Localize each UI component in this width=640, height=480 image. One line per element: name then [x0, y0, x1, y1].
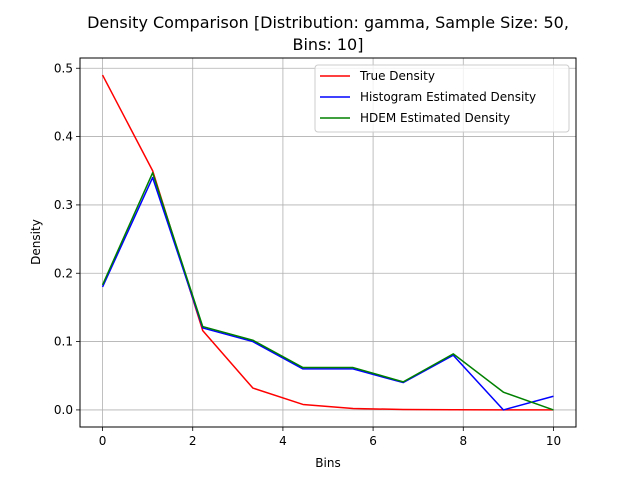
x-tick-label: 10	[546, 434, 561, 448]
legend-label-true-density: True Density	[359, 69, 435, 83]
y-axis-label: Density	[29, 219, 43, 265]
x-tick-label: 2	[189, 434, 197, 448]
x-axis-label: Bins	[315, 456, 340, 470]
chart-title-line2: Bins: 10]	[293, 35, 364, 54]
y-tick-label: 0.4	[54, 130, 73, 144]
y-tick-label: 0.2	[54, 266, 73, 280]
legend-label-hdem-estimated-density: HDEM Estimated Density	[360, 111, 510, 125]
y-tick-label: 0.3	[54, 198, 73, 212]
y-tick-label: 0.5	[54, 61, 73, 75]
x-tick-label: 6	[369, 434, 377, 448]
y-axis-ticks: 0.0 0.1 0.2 0.3 0.4 0.5	[54, 61, 80, 417]
series-lines	[101, 74, 554, 411]
x-axis-ticks: 0 2 4 6 8 10	[99, 427, 561, 448]
y-tick-label: 0.0	[54, 403, 73, 417]
legend-label-histogram-estimated-density: Histogram Estimated Density	[360, 90, 536, 104]
chart-title-line1: Density Comparison [Distribution: gamma,…	[87, 13, 569, 32]
plot-frame	[79, 57, 577, 428]
series-line-hdem-estimated-density	[101, 172, 554, 411]
x-tick-label: 8	[459, 434, 467, 448]
grid-lines	[80, 58, 576, 427]
legend-box	[314, 64, 570, 133]
legend: True Density Histogram Estimated Density H…	[314, 64, 570, 133]
y-tick-label: 0.1	[54, 335, 73, 349]
series-line-histogram-estimated-density	[101, 176, 554, 411]
x-tick-label: 4	[279, 434, 287, 448]
x-tick-label: 0	[99, 434, 107, 448]
